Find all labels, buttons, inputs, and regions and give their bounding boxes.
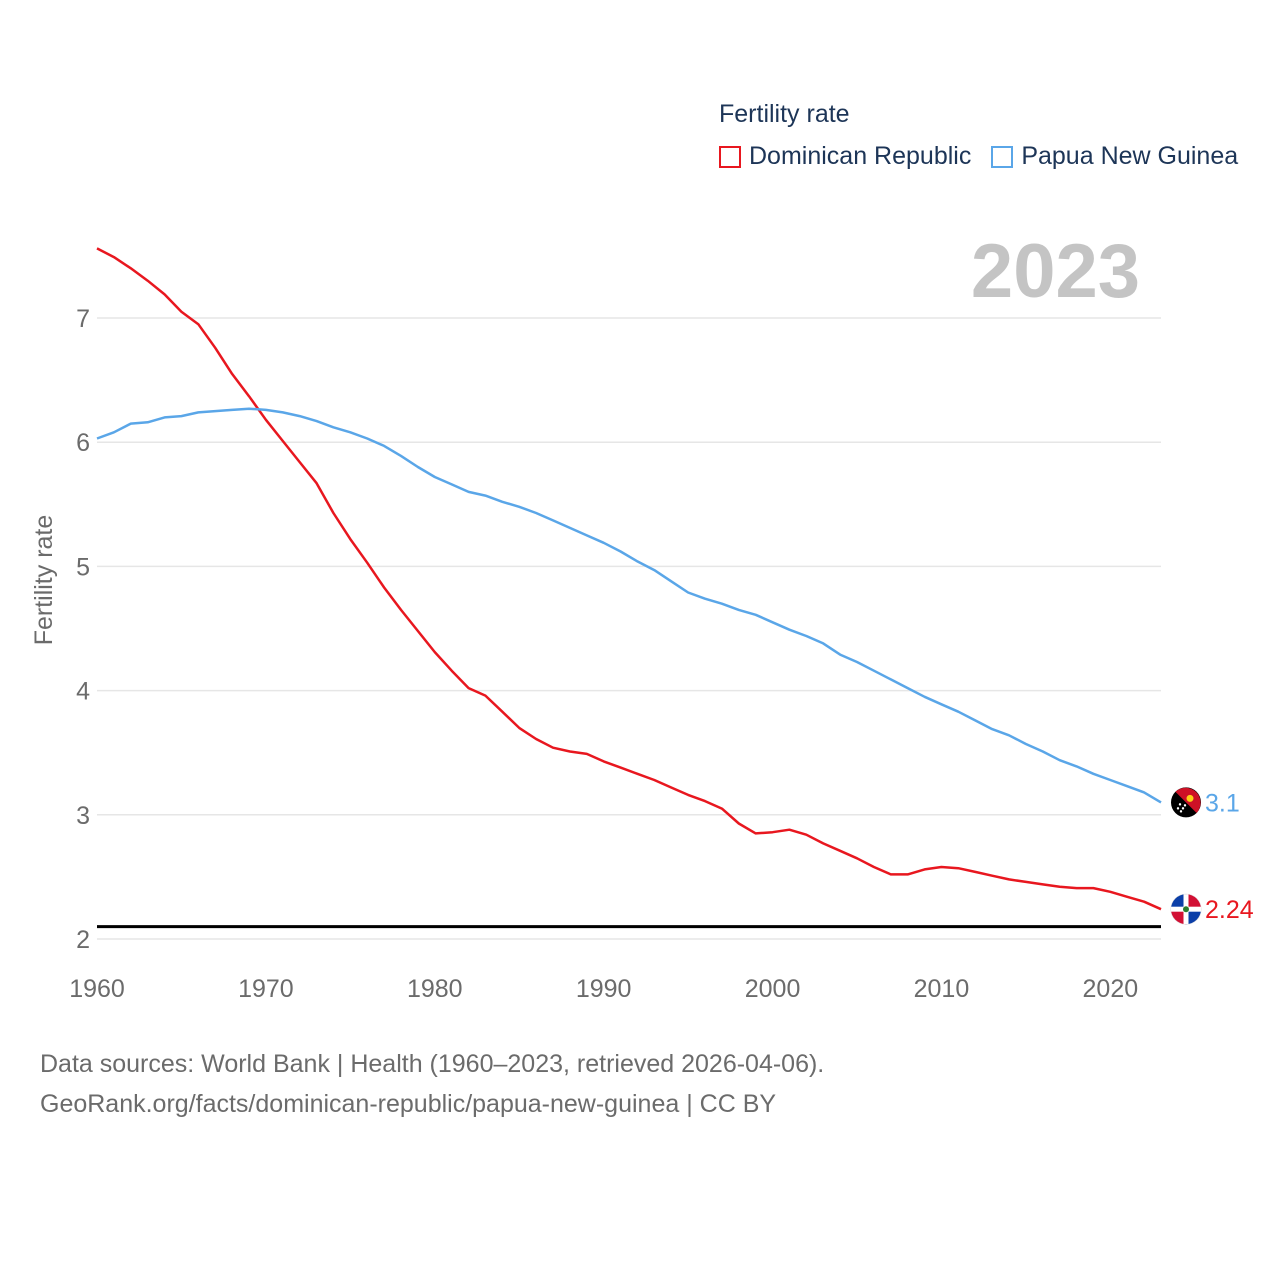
y-tick-5: 5 [76,553,90,581]
flag-q1 [1171,894,1186,910]
flag-bird [1186,794,1194,802]
flag-star-3 [1179,810,1183,813]
y-tick-7: 7 [76,305,90,333]
y-axis-label: Fertility rate [30,515,58,646]
x-tick-2020: 2020 [1083,975,1139,1003]
gridlines [97,317,1161,940]
legend-label-papua-new-guinea: Papua New Guinea [1021,142,1239,170]
y-tick-3: 3 [76,802,90,830]
flag-icon-dominican-republic [1170,893,1202,925]
legend-item-papua-new-guinea[interactable]: Papua New Guinea [991,142,1238,171]
legend-item-dominican-republic[interactable]: Dominican Republic [719,142,971,171]
series-line-dominican-republic [96,247,1162,911]
year-label: 2023 [970,229,1140,314]
x-tick-2010: 2010 [914,975,970,1003]
series-lines [96,247,1162,911]
flag-q3 [1186,909,1201,925]
x-tick-1960: 1960 [69,975,125,1003]
source-line-2[interactable]: GeoRank.org/facts/dominican-republic/pap… [40,1090,777,1118]
flag-q2 [1186,894,1201,910]
y-tick-labels: 2 3 4 5 6 7 [76,305,90,954]
data-source: Data sources: World Bank | Health (1960–… [40,1044,824,1124]
flag-q4 [1171,909,1186,925]
x-tick-2000: 2000 [745,975,801,1003]
y-tick-2: 2 [76,926,90,954]
x-tick-1990: 1990 [576,975,632,1003]
flag-star-0 [1178,803,1182,806]
end-markers: 2.24 3.1 [1170,787,1254,925]
x-tick-1980: 1980 [407,975,463,1003]
series-line-papua-new-guinea [96,407,1162,804]
flag-star-4 [1183,804,1187,807]
flag-icon-papua-new-guinea [1171,787,1201,818]
source-line-1: Data sources: World Bank | Health (1960–… [40,1050,825,1078]
legend-swatch-dominican-republic [719,145,741,168]
end-label-dominican-republic: 2.24 [1205,896,1254,924]
legend: Dominican Republic Papua New Guinea [719,142,1258,171]
legend-title: Fertility rate [719,100,850,128]
x-tick-labels: 1960 1970 1980 1990 2000 2010 2020 [69,975,1138,1003]
flag-emblem [1183,906,1189,913]
legend-label-dominican-republic: Dominican Republic [749,142,972,170]
legend-swatch-papua-new-guinea [991,145,1014,168]
y-tick-4: 4 [76,678,90,706]
flag-star-2 [1176,807,1180,810]
end-label-papua-new-guinea: 3.1 [1205,789,1240,817]
x-tick-1970: 1970 [238,975,294,1003]
flag-star-1 [1181,807,1185,810]
y-tick-6: 6 [76,429,90,457]
